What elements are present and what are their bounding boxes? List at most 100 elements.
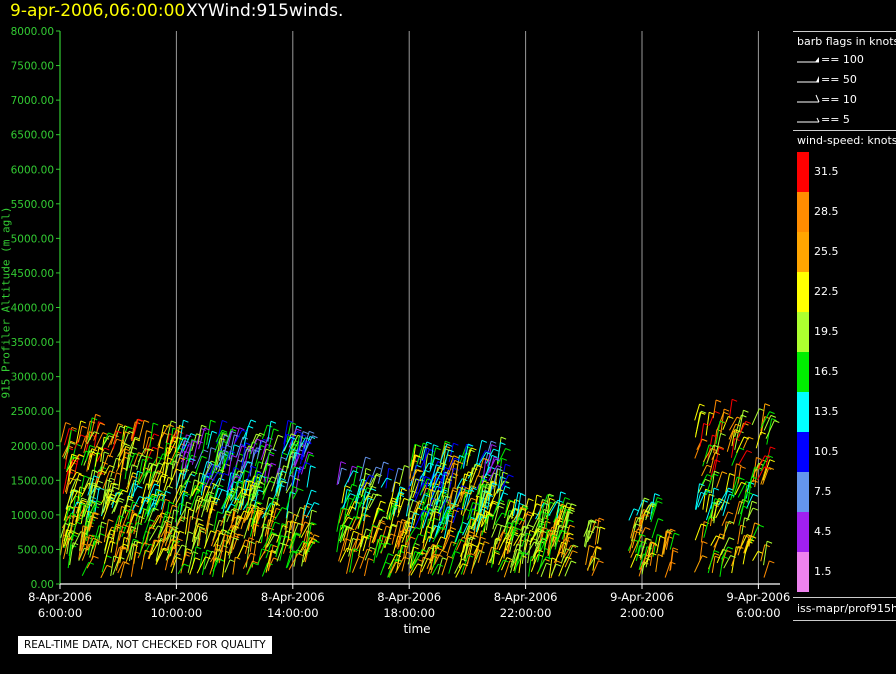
barb-staff: [88, 417, 93, 442]
barb-flag: [462, 563, 468, 567]
wind-barb: [186, 440, 198, 459]
barb-flag: [106, 564, 113, 568]
barb-flag: [162, 473, 168, 477]
barb-staff: [261, 512, 267, 537]
wind-barb: [242, 419, 257, 440]
barb-staff: [503, 560, 511, 578]
barb-flag: [435, 505, 441, 509]
wind-barb: [130, 551, 141, 577]
barb-flag: [179, 503, 185, 506]
barb-staff: [69, 542, 74, 566]
x-axis-label: time: [403, 622, 431, 636]
barb-flag: [99, 533, 106, 536]
barb-staff: [448, 443, 454, 463]
barb-flag: [92, 512, 99, 516]
barb-staff: [449, 468, 455, 489]
wind-barb: [498, 471, 508, 500]
barb-flag: [128, 498, 134, 502]
wind-barb: [174, 490, 189, 506]
barb-flag: [559, 551, 566, 555]
barb-flag: [346, 547, 353, 551]
wind-barb: [194, 455, 207, 476]
barb-staff: [233, 488, 243, 504]
barb-flag: [512, 531, 519, 535]
y-tick-label: 500.00: [17, 544, 54, 556]
barb-flag: [415, 526, 421, 530]
barb-staff: [424, 518, 430, 541]
wind-barb: [108, 438, 122, 458]
wind-barb: [147, 539, 160, 560]
barb-flag: [414, 454, 421, 458]
barb-staff: [110, 423, 119, 445]
barb-staff: [67, 429, 72, 453]
barb-staff: [244, 537, 250, 554]
barb-flag: [186, 548, 192, 552]
barb-flag: [93, 475, 100, 479]
barb-staff: [386, 505, 393, 521]
barb-staff: [272, 435, 279, 451]
wind-barb: [395, 528, 409, 548]
barb-staff: [411, 502, 419, 519]
barb-staff: [170, 552, 176, 567]
barb-flag: [426, 525, 433, 529]
barb-flag: [219, 519, 225, 523]
x-tick-label-time: 22:00:00: [500, 606, 552, 620]
barb-staff: [545, 502, 551, 529]
barb-flag: [518, 516, 524, 520]
barb-staff: [513, 533, 522, 547]
barb-flag: [432, 555, 438, 559]
barb-flag: [500, 436, 507, 440]
barb-staff: [479, 486, 484, 507]
barb-flag: [238, 533, 244, 537]
barb-staff: [247, 510, 254, 530]
barb-flag: [520, 508, 526, 512]
barb-staff: [533, 538, 543, 556]
barb-flag: [94, 511, 100, 515]
barb-staff: [348, 501, 356, 516]
wind-barb: [232, 533, 244, 550]
wind-barb: [191, 518, 203, 543]
barb-flag: [312, 435, 318, 439]
barb-flag: [219, 532, 225, 536]
barb-flag: [127, 495, 134, 499]
barb-flag: [153, 539, 160, 543]
barb-flag: [453, 455, 459, 459]
barb-flag: [230, 430, 237, 434]
barb-flag: [392, 523, 398, 527]
barb-staff: [462, 444, 469, 469]
barb-staff: [268, 428, 275, 449]
barb-flag: [151, 495, 157, 499]
wind-barb: [249, 485, 261, 506]
barb-staff: [656, 536, 661, 554]
barb-flag: [179, 457, 186, 461]
barb-flag: [401, 544, 407, 548]
wind-barb: [545, 501, 556, 529]
barb-flag: [166, 531, 173, 535]
wind-barb: [174, 503, 185, 523]
barb-staff: [210, 497, 216, 514]
barb-flag: [212, 500, 218, 504]
wind-barb: [79, 536, 92, 557]
barb-staff: [737, 466, 742, 484]
barb-flag: [92, 534, 98, 538]
barb-flag: [729, 473, 735, 476]
wind-barb: [79, 525, 89, 549]
barb-staff: [169, 451, 176, 465]
barb-staff: [65, 477, 71, 494]
barb-flag: [93, 555, 99, 559]
barb-flag: [645, 527, 651, 530]
barb-flag: [291, 433, 297, 437]
barb-flag: [208, 491, 215, 495]
wind-barb: [741, 517, 750, 535]
barb-staff: [277, 523, 283, 547]
barb-staff: [369, 474, 377, 487]
barb-flag: [659, 535, 666, 539]
barb-staff: [738, 450, 748, 465]
wind-barb: [212, 519, 225, 541]
barb-staff: [503, 515, 509, 533]
barb-flag: [228, 488, 235, 492]
barb-flag: [225, 510, 231, 514]
barb-flag: [371, 485, 377, 489]
barb-staff: [669, 533, 675, 550]
barb-flag: [447, 511, 453, 515]
